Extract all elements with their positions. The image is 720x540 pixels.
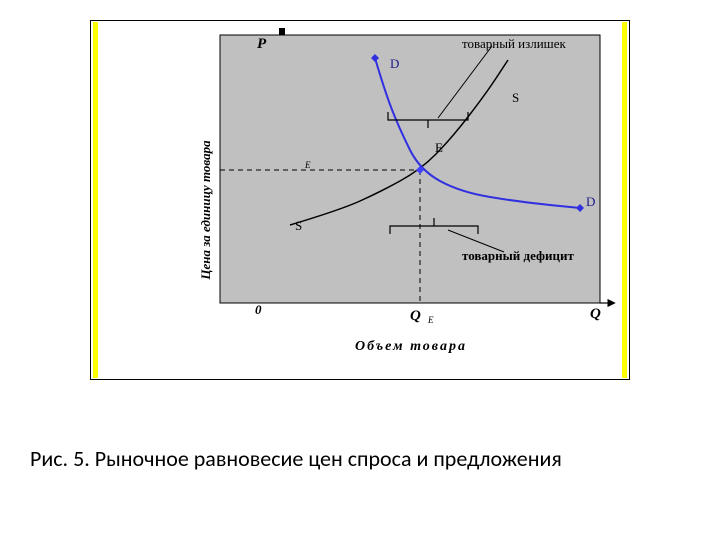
label-P_sub_E: E — [304, 160, 311, 170]
stage: P0QQEEDDSSEтоварный излишектоварный дефи… — [0, 0, 720, 540]
label-surplus: товарный излишек — [462, 36, 566, 51]
label-E: E — [435, 140, 443, 155]
label-D_top: D — [390, 56, 399, 71]
label-D_bot: D — [586, 194, 595, 209]
economics-diagram: P0QQEEDDSSEтоварный излишектоварный дефи… — [90, 20, 630, 380]
label-Q_E: Q — [410, 308, 421, 324]
label-Q_E_sub: E — [427, 315, 434, 325]
label-P: P — [257, 36, 267, 52]
label-deficit: товарный дефицит — [462, 248, 574, 263]
figure-container: P0QQEEDDSSEтоварный излишектоварный дефи… — [90, 20, 630, 380]
label-x_title: Объем товара — [355, 339, 467, 354]
label-S_top: S — [512, 90, 519, 105]
label-origin: 0 — [255, 302, 262, 317]
label-y_title: Цена за единицу товара — [198, 140, 213, 281]
figure-caption: Рис. 5. Рыночное равновесие цен спроса и… — [30, 445, 562, 472]
label-S_bot: S — [295, 218, 302, 233]
label-Q: Q — [590, 306, 601, 322]
